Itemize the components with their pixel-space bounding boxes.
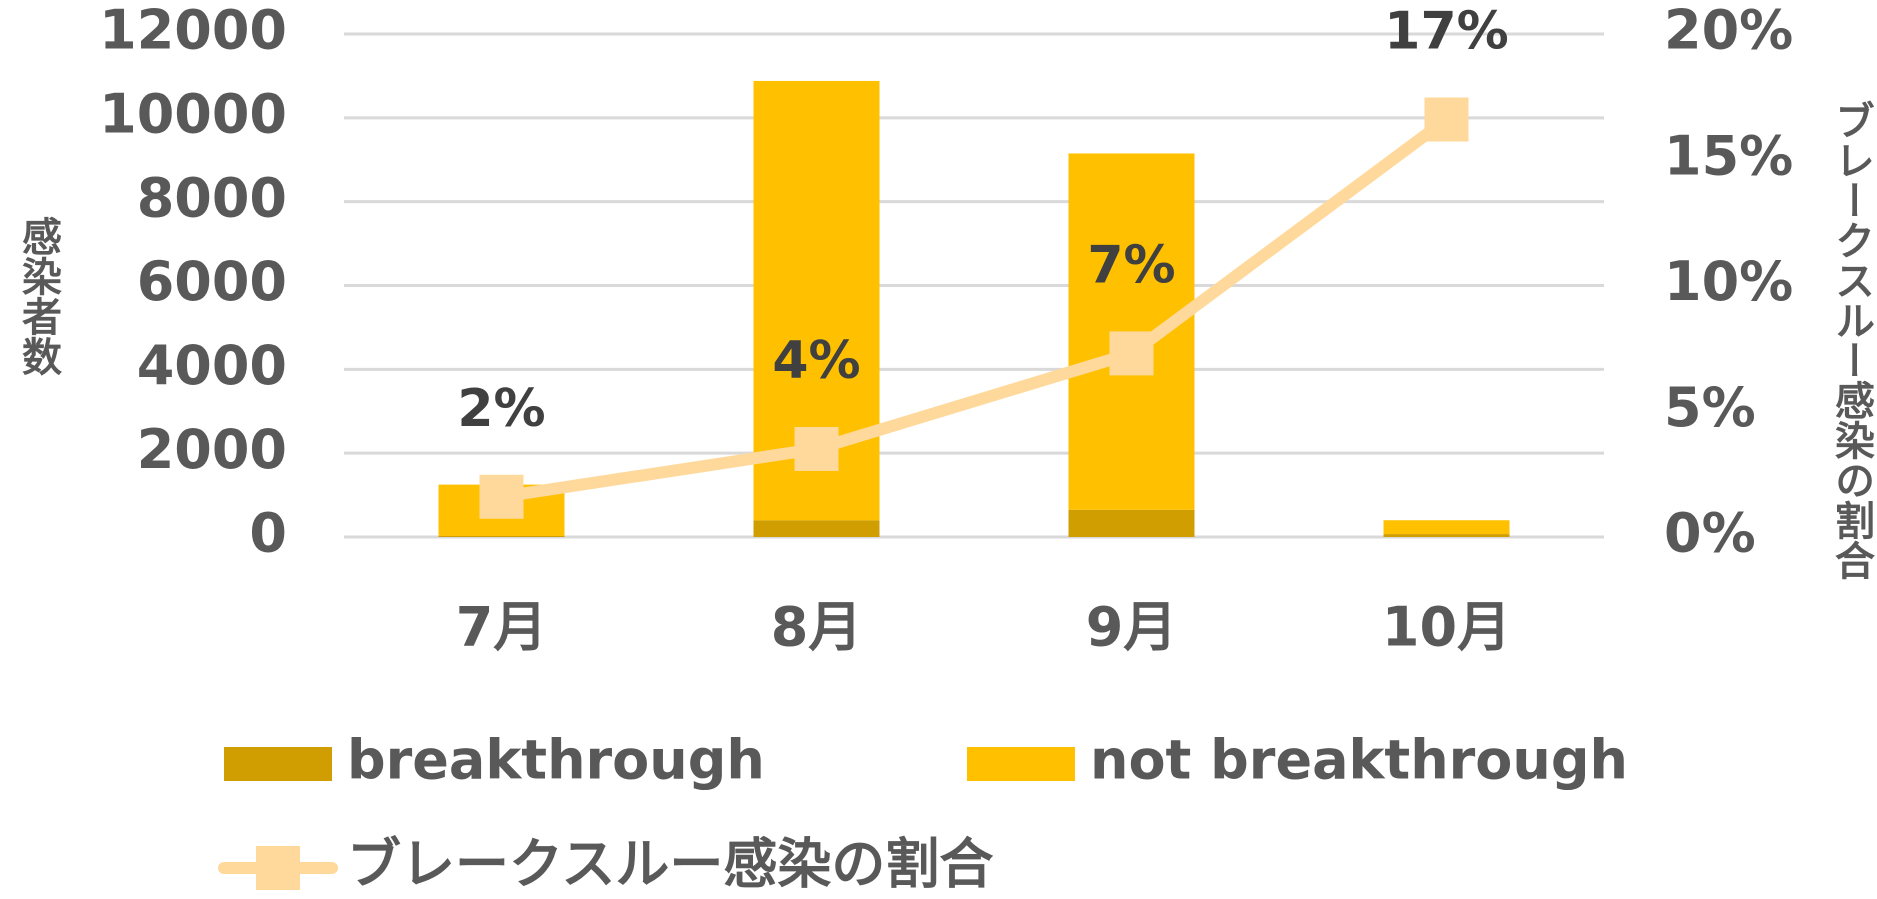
x-tick-label: 7月 [456, 596, 548, 659]
y-tick-label: 12000 [99, 0, 287, 62]
data-label: 2% [457, 379, 545, 439]
y2-tick-label: 5% [1664, 376, 1756, 439]
y2-axis-title: ブレークスルー感染の割合 [1828, 100, 1875, 580]
y2-tick-label: 20% [1664, 0, 1793, 62]
marker [479, 474, 524, 519]
bar [438, 535, 565, 537]
legend-swatch [967, 747, 1075, 781]
marker [794, 426, 839, 471]
legend-label: ブレークスルー感染の割合 [347, 833, 993, 896]
y-tick-label: 0 [249, 502, 287, 565]
line [500, 114, 1451, 503]
bar [1383, 534, 1510, 537]
legend-swatch [224, 747, 332, 781]
x-tick-label: 8月 [771, 596, 863, 659]
bar [1383, 520, 1510, 535]
marker [1424, 97, 1469, 142]
y2-tick-label: 15% [1664, 124, 1793, 187]
y-tick-label: 8000 [137, 166, 287, 229]
y-tick-label: 10000 [99, 82, 287, 145]
legend-label: not breakthrough [1090, 729, 1628, 792]
y-axis-title: 感染者数 [15, 216, 62, 376]
y-tick-label: 6000 [137, 250, 287, 313]
x-tick-label: 10月 [1382, 596, 1511, 659]
y2-tick-label: 0% [1664, 502, 1756, 565]
y-tick-label: 4000 [137, 334, 287, 397]
bar [753, 520, 880, 537]
y-tick-label: 2000 [137, 418, 287, 481]
data-label: 4% [772, 331, 860, 391]
bar [1068, 509, 1195, 537]
y2-tick-label: 10% [1664, 250, 1793, 313]
data-label: 17% [1384, 2, 1508, 62]
legend-label: breakthrough [347, 729, 765, 792]
data-label: 7% [1087, 235, 1175, 295]
legend-marker [256, 846, 300, 890]
marker [1109, 331, 1154, 376]
x-tick-label: 9月 [1086, 596, 1178, 659]
